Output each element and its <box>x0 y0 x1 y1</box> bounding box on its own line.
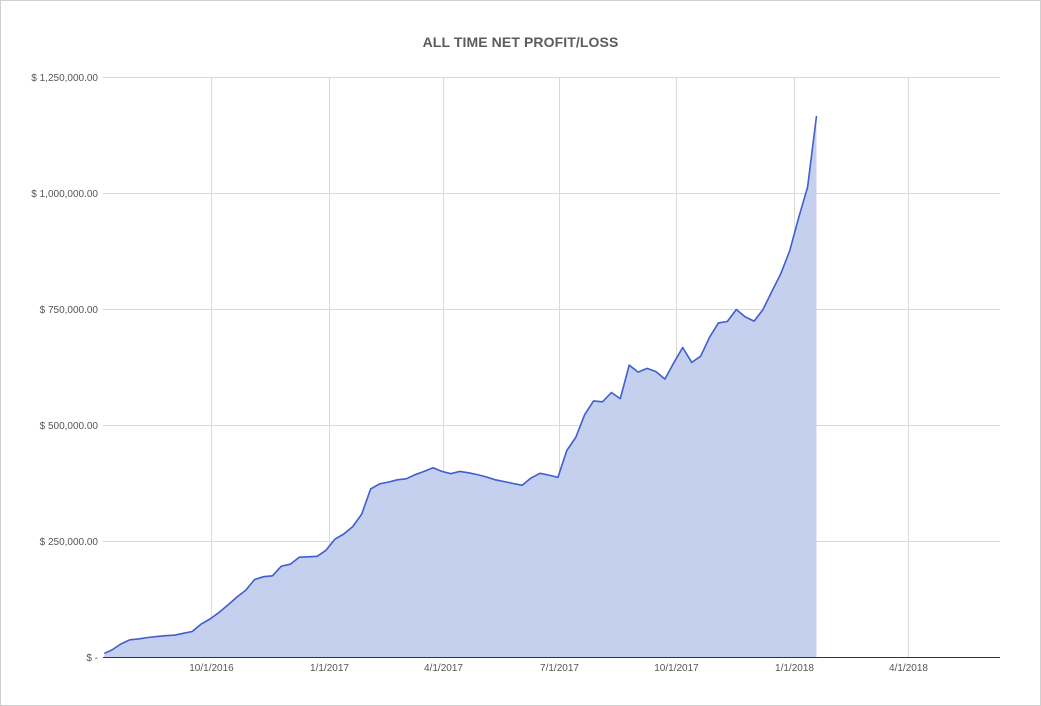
y-tick-labels: $ - $ 250,000.00 $ 500,000.00 $ 750,000.00 $… <box>31 73 98 664</box>
x-tick-label: 1/1/2018 <box>775 663 814 674</box>
y-tick-label: $ 750,000.00 <box>40 305 99 316</box>
x-tick-label: 4/1/2018 <box>889 663 928 674</box>
x-tick-label: 1/1/2017 <box>310 663 349 674</box>
x-tick-labels: 10/1/2016 1/1/2017 4/1/2017 7/1/2017 10/1/20… <box>189 663 928 674</box>
x-tick-label: 7/1/2017 <box>540 663 579 674</box>
x-tick-label: 10/1/2017 <box>654 663 699 674</box>
y-tick-label: $ 1,250,000.00 <box>31 73 98 84</box>
series-area <box>103 115 818 657</box>
chart-title: ALL TIME NET PROFIT/LOSS <box>422 34 619 50</box>
y-tick-label: $ 500,000.00 <box>40 421 99 432</box>
x-tick-label: 10/1/2016 <box>189 663 234 674</box>
area-fill <box>104 116 817 657</box>
y-tick-label: $ - <box>86 653 98 664</box>
y-tick-label: $ 250,000.00 <box>40 537 99 548</box>
x-tick-label: 4/1/2017 <box>424 663 463 674</box>
y-tick-label: $ 1,000,000.00 <box>31 189 98 200</box>
